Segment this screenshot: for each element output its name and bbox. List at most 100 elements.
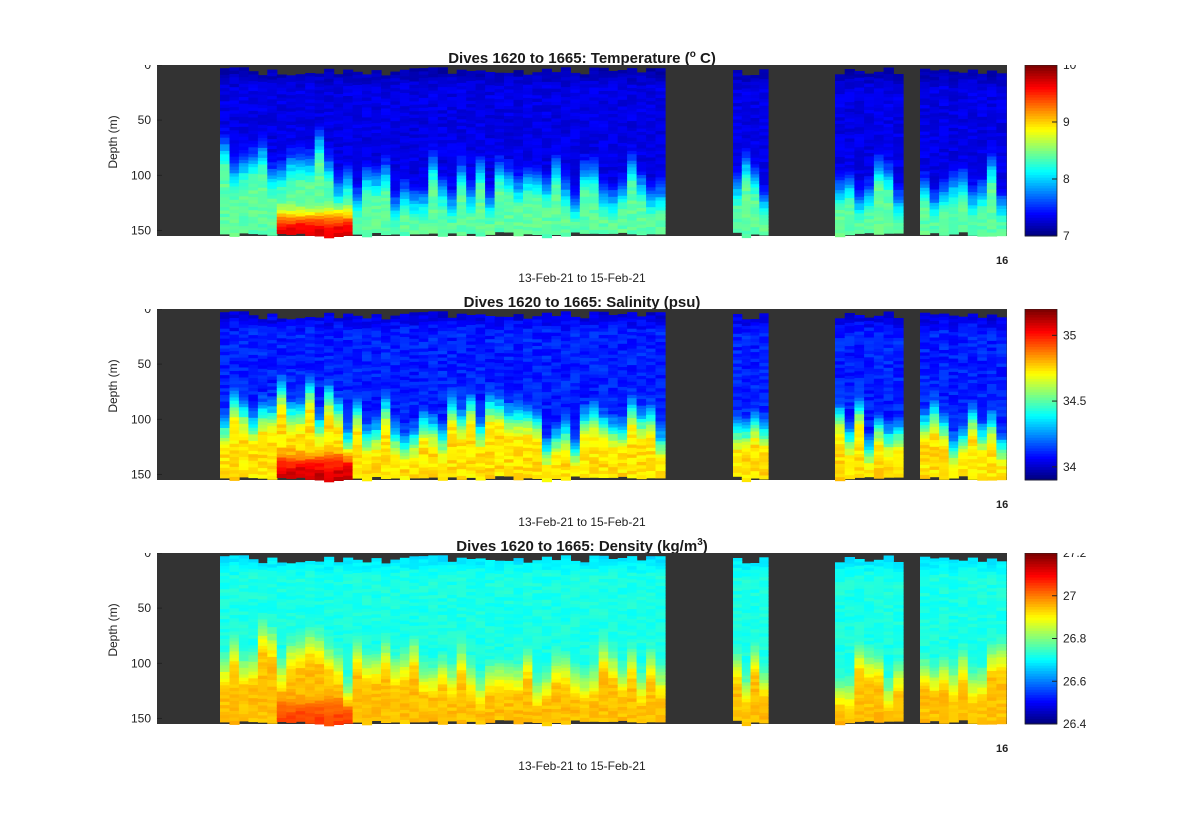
data-cell bbox=[390, 342, 401, 347]
data-cell bbox=[532, 125, 543, 130]
data-cell bbox=[220, 404, 231, 409]
data-cell bbox=[324, 214, 335, 219]
data-cell bbox=[532, 154, 543, 159]
data-cell bbox=[475, 73, 486, 78]
data-cell bbox=[485, 91, 496, 96]
data-cell bbox=[238, 440, 249, 445]
data-cell bbox=[475, 83, 486, 88]
data-cell bbox=[456, 326, 467, 331]
data-cell bbox=[608, 180, 619, 185]
data-cell bbox=[589, 74, 600, 79]
data-cell bbox=[305, 326, 316, 331]
data-cell bbox=[428, 337, 439, 342]
data-cell bbox=[437, 216, 448, 221]
data-cell bbox=[504, 326, 515, 331]
data-cell bbox=[295, 401, 306, 405]
data-cell bbox=[399, 122, 410, 127]
data-cell bbox=[371, 410, 382, 415]
data-cell bbox=[399, 409, 410, 414]
data-cell bbox=[598, 130, 609, 135]
data-cell bbox=[286, 405, 297, 410]
data-cell bbox=[276, 404, 287, 409]
data-cell bbox=[418, 107, 429, 112]
data-cell bbox=[551, 231, 562, 235]
data-cell bbox=[333, 450, 344, 455]
data-cell bbox=[835, 229, 846, 234]
data-cell bbox=[494, 419, 505, 424]
data-cell bbox=[324, 359, 335, 364]
data-cell bbox=[428, 146, 439, 151]
data-cell bbox=[343, 356, 354, 361]
data-cell bbox=[883, 170, 894, 175]
data-cell bbox=[958, 165, 969, 170]
data-cell bbox=[305, 102, 316, 107]
data-cell bbox=[390, 101, 401, 106]
data-cell bbox=[541, 115, 552, 119]
data-cell bbox=[447, 390, 458, 395]
data-cell bbox=[967, 215, 978, 220]
data-cell bbox=[844, 204, 855, 209]
data-cell bbox=[437, 437, 448, 441]
data-cell bbox=[437, 364, 448, 369]
data-cell bbox=[324, 471, 335, 476]
data-cell bbox=[494, 396, 505, 401]
data-cell bbox=[513, 106, 524, 111]
data-cell bbox=[428, 377, 439, 382]
data-cell bbox=[977, 196, 988, 201]
data-cell bbox=[646, 187, 657, 192]
data-cell bbox=[352, 187, 363, 192]
data-cell bbox=[456, 472, 467, 477]
data-cell bbox=[627, 157, 638, 162]
data-cell bbox=[333, 127, 344, 132]
data-cell bbox=[475, 460, 486, 464]
data-cell bbox=[560, 80, 571, 85]
data-cell bbox=[352, 375, 363, 380]
data-cell bbox=[873, 187, 885, 192]
data-cell bbox=[513, 386, 524, 391]
data-cell bbox=[371, 156, 382, 161]
data-cell bbox=[381, 455, 392, 460]
data-cell bbox=[513, 353, 524, 358]
data-cell bbox=[967, 69, 978, 74]
data-cell bbox=[220, 190, 231, 195]
data-cell bbox=[873, 131, 885, 136]
data-cell bbox=[948, 127, 959, 132]
data-cell bbox=[428, 433, 439, 438]
data-cell bbox=[456, 356, 467, 361]
data-cell bbox=[466, 180, 477, 185]
data-cell bbox=[733, 156, 743, 160]
data-cell bbox=[513, 142, 524, 147]
data-cell bbox=[475, 70, 486, 75]
colorbar-cell bbox=[1025, 129, 1057, 133]
data-cell bbox=[741, 174, 752, 179]
data-cell bbox=[324, 402, 335, 407]
data-cell bbox=[579, 200, 590, 205]
colorbar-cell bbox=[1025, 187, 1057, 192]
data-cell bbox=[475, 232, 486, 237]
data-cell bbox=[409, 104, 420, 109]
data-cell bbox=[598, 77, 609, 82]
data-cell bbox=[371, 416, 382, 421]
data-cell bbox=[248, 150, 259, 155]
data-cell bbox=[447, 410, 458, 415]
colorbar-cell bbox=[1025, 153, 1057, 157]
data-cell bbox=[276, 110, 287, 115]
data-cell bbox=[948, 180, 959, 185]
data-cell bbox=[447, 163, 458, 168]
data-cell bbox=[390, 348, 401, 353]
data-cell bbox=[257, 435, 268, 439]
data-cell bbox=[733, 212, 743, 217]
data-cell bbox=[333, 233, 344, 237]
data-cell bbox=[579, 81, 590, 85]
data-cell bbox=[447, 140, 458, 144]
data-cell bbox=[267, 446, 278, 450]
data-cell bbox=[958, 99, 969, 104]
data-cell bbox=[286, 168, 297, 172]
data-cell bbox=[485, 191, 496, 196]
data-cell bbox=[399, 208, 410, 213]
data-cell bbox=[409, 220, 420, 225]
data-cell bbox=[295, 107, 306, 112]
data-cell bbox=[390, 144, 401, 149]
data-cell bbox=[967, 225, 978, 230]
data-cell bbox=[381, 168, 392, 173]
